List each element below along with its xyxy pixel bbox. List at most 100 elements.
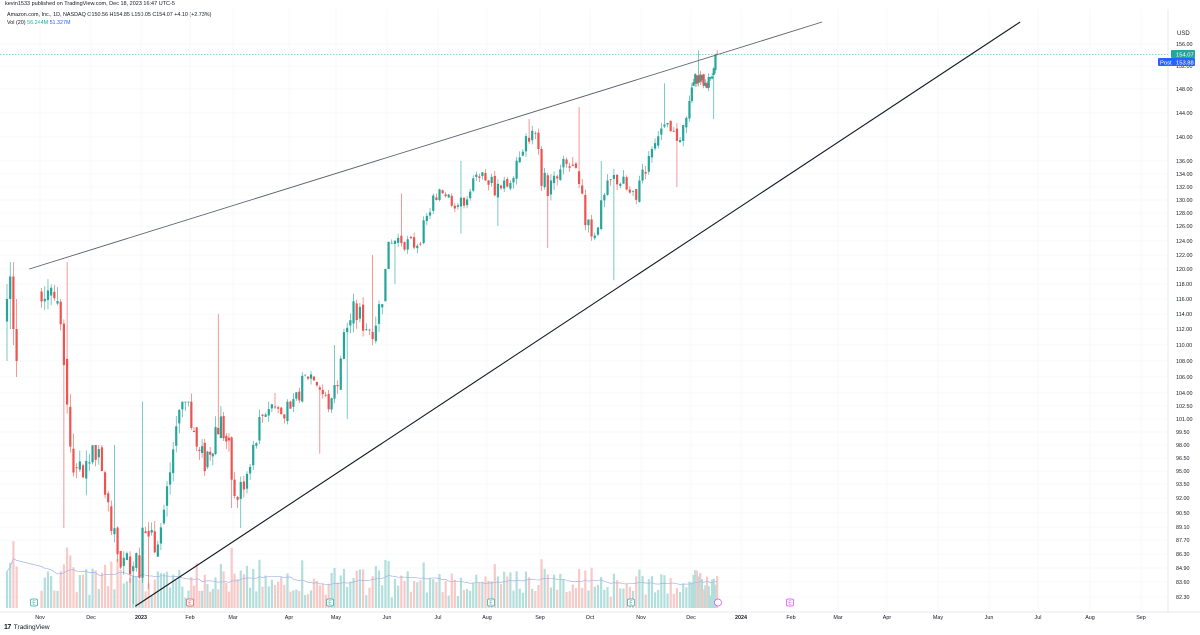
candle-body (56, 301, 59, 304)
time-tick-label: Sep (1136, 615, 1146, 621)
candle-body (100, 447, 104, 472)
volume-bar (110, 561, 113, 608)
candle-body (709, 77, 712, 79)
volume-bar (393, 578, 397, 608)
candle-body (192, 430, 196, 432)
candle-body (72, 448, 75, 473)
candle-body (675, 128, 679, 141)
candle-body (209, 451, 212, 455)
volume-bar (72, 567, 75, 608)
candle-body (94, 445, 97, 460)
volume-bar (531, 588, 534, 608)
candle-body (531, 130, 534, 141)
earnings-marker[interactable]: E (30, 598, 38, 607)
trendlines[interactable] (29, 21, 1021, 607)
volume-bar (447, 595, 450, 608)
volume-bar (456, 596, 460, 608)
volume-bar (512, 590, 515, 608)
candle-body (301, 375, 304, 402)
volume-bar (346, 586, 349, 608)
candle-body (425, 215, 428, 222)
volume-bar (712, 578, 715, 608)
candle-body (273, 406, 277, 408)
volume-bar (150, 595, 153, 608)
candle-body (245, 473, 249, 489)
earnings-marker[interactable]: E (627, 598, 635, 607)
volume-bar (422, 562, 425, 608)
candle-body (384, 269, 387, 302)
time-tick-label: Sep (535, 615, 545, 621)
time-tick-label: Dec (686, 615, 696, 621)
volume-bar (490, 581, 493, 608)
volume-bar (606, 587, 609, 608)
candle-body (242, 481, 245, 490)
candle-body (119, 551, 122, 568)
time-axis[interactable]: Nov Dec 2023 Feb Mar Apr May Jun Jul Aug Sep Oct Nov… (35, 615, 1146, 621)
candle-body (518, 157, 521, 163)
time-tick-label: Dec (86, 615, 96, 621)
candle-body (295, 392, 298, 399)
support-trendline[interactable] (134, 21, 1021, 607)
volume-bar (192, 585, 196, 608)
volume-bar (138, 579, 141, 608)
price-tick-label: 156.00 (1176, 42, 1193, 48)
volume-bar (685, 587, 688, 608)
candle-body (450, 195, 453, 206)
candle-body (584, 194, 587, 226)
candle-body (211, 453, 214, 457)
candle-body (141, 527, 144, 578)
dividend-marker-icon[interactable] (714, 598, 722, 607)
time-tick-label: Apr (285, 615, 294, 621)
volume-bar (628, 586, 631, 608)
candle-body (663, 124, 666, 127)
volume-bar (252, 568, 255, 608)
candle-body (453, 205, 456, 209)
price-axis[interactable]: 156.00 152.00 148.00 144.00 140.00 136.00 134.… (1176, 42, 1193, 601)
price-tick-label: 87.70 (1176, 538, 1190, 544)
volume-bar (584, 570, 587, 608)
candle-body (162, 509, 166, 524)
volume-bar (94, 570, 97, 608)
candle-body (438, 189, 441, 200)
volume-bar (239, 570, 242, 608)
volume-bar (249, 587, 252, 608)
volume-bar (298, 590, 301, 608)
time-tick-label: Oct (586, 615, 595, 621)
resistance-trendline[interactable] (29, 21, 823, 270)
candle-body (647, 155, 650, 172)
candle-body (660, 128, 663, 135)
symbol-legend: Amazon.com, Inc., 1D, NASDAQ O150.56 H15… (7, 12, 212, 18)
last-price-text: 154.07 (1176, 53, 1194, 59)
volume-bar (324, 594, 327, 608)
earnings-marker[interactable]: E (487, 598, 495, 607)
candle-body (69, 406, 72, 447)
candle-body (641, 169, 644, 181)
volume-bar (245, 565, 249, 608)
price-tick-label: 122.00 (1176, 253, 1193, 259)
earnings-marker[interactable]: E (326, 598, 334, 607)
volume-bar (444, 581, 447, 608)
volume-bar (615, 580, 619, 608)
volume-bars (5, 541, 719, 608)
candle-body (521, 151, 524, 156)
volume-bar (88, 594, 91, 608)
candle-body (493, 175, 496, 196)
candle-body (9, 276, 12, 299)
candle-body (478, 176, 481, 178)
volume-bar (412, 581, 416, 608)
volume-bar (600, 577, 603, 608)
candle-body (203, 442, 206, 472)
candle-body (596, 227, 600, 235)
candle-body (475, 174, 478, 177)
price-tick-label: 104.00 (1176, 391, 1193, 397)
volume-bar (230, 547, 233, 608)
volume-bar (596, 584, 600, 608)
earnings-marker[interactable]: E (786, 598, 794, 607)
candle-body (506, 178, 509, 187)
earnings-marker-label: E (788, 601, 792, 607)
candle-body (214, 426, 217, 455)
candle-body (138, 555, 141, 578)
earnings-marker[interactable]: E (186, 598, 194, 607)
candle-body (309, 374, 313, 379)
